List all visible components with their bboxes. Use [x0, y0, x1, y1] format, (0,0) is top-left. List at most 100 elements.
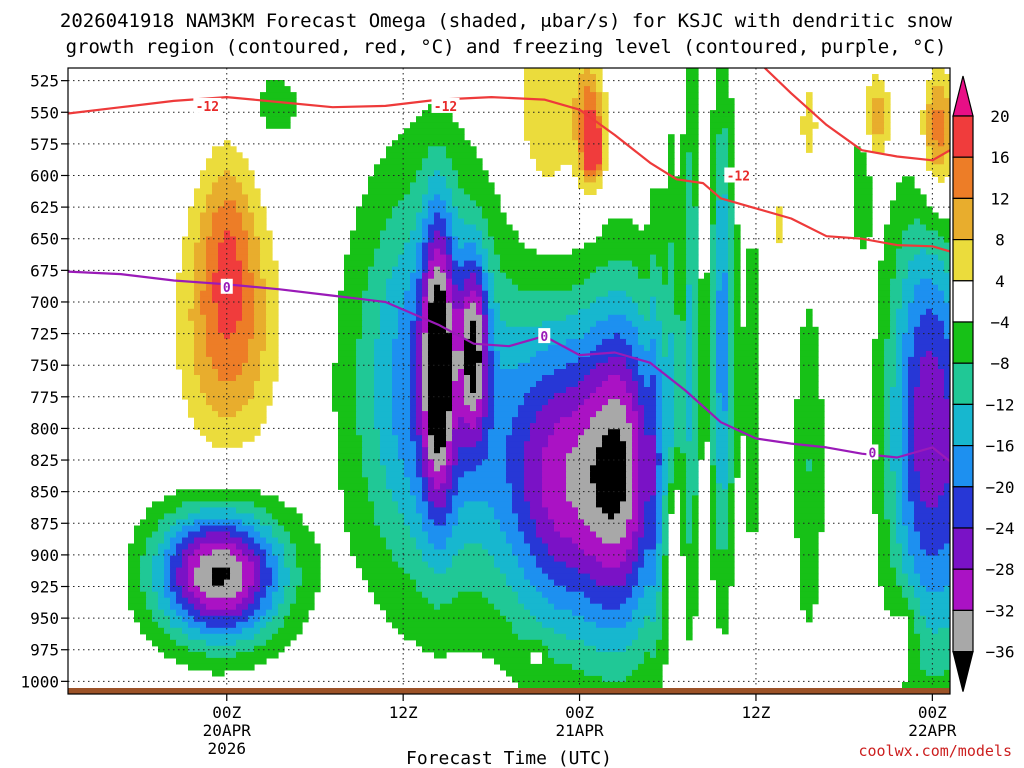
omega-cell — [656, 375, 663, 382]
omega-cell — [602, 116, 609, 123]
omega-cell — [710, 459, 717, 466]
omega-cell — [668, 182, 687, 189]
omega-cell — [674, 453, 687, 460]
omega-cell — [428, 332, 453, 340]
omega-cell — [338, 417, 357, 424]
omega-cell — [410, 272, 423, 280]
omega-cell — [170, 621, 189, 629]
omega-cell — [494, 405, 519, 412]
omega-cell — [296, 555, 321, 563]
omega-cell — [638, 471, 657, 478]
omega-cell — [422, 447, 429, 454]
omega-cell — [200, 597, 243, 605]
omega-cell — [776, 224, 783, 232]
omega-cell — [596, 501, 621, 508]
omega-cell — [446, 278, 453, 286]
omega-cell — [728, 381, 735, 388]
colorbar-bottom-arrow — [952, 650, 974, 692]
omega-cell — [902, 230, 939, 238]
omega-cell — [698, 362, 711, 370]
omega-cell — [716, 230, 729, 238]
omega-cell — [686, 92, 699, 99]
omega-cell — [524, 477, 543, 484]
omega-cell — [422, 326, 429, 334]
omega-cell — [200, 561, 243, 569]
omega-cell — [710, 441, 717, 448]
omega-cell — [380, 531, 411, 539]
omega-cell — [644, 507, 657, 514]
omega-cell — [926, 158, 933, 165]
omega-cell — [668, 471, 675, 478]
omega-cell — [266, 314, 279, 322]
omega-cell — [212, 356, 249, 364]
omega-cell — [272, 597, 285, 605]
omega-cell — [248, 585, 261, 593]
omega-cell — [686, 483, 699, 490]
omega-cell — [620, 561, 633, 569]
omega-cell — [134, 531, 153, 539]
omega-cell — [128, 543, 147, 551]
omega-cell — [890, 206, 933, 213]
omega-cell — [794, 459, 807, 466]
omega-cell — [356, 399, 375, 406]
omega-cell — [896, 471, 903, 478]
omega-cell — [206, 266, 219, 274]
omega-cell — [236, 639, 267, 647]
omega-cell — [656, 489, 663, 496]
omega-cell — [590, 393, 633, 400]
colorbar-bin — [952, 321, 974, 364]
omega-cell — [188, 230, 201, 238]
omega-cell — [164, 549, 177, 557]
omega-cell — [218, 254, 237, 262]
omega-cell — [896, 338, 903, 346]
omega-cell — [608, 314, 627, 322]
omega-cell — [872, 399, 885, 406]
omega-cell — [878, 561, 891, 569]
omega-cell — [476, 200, 501, 207]
omega-cell — [590, 423, 633, 430]
omega-cell — [260, 350, 279, 358]
omega-cell — [686, 326, 693, 334]
omega-cell — [416, 362, 423, 370]
omega-cell — [800, 350, 819, 358]
omega-cell — [926, 248, 950, 256]
omega-cell — [572, 170, 585, 177]
omega-cell — [176, 356, 195, 364]
omega-cell — [170, 633, 189, 641]
omega-cell — [482, 308, 489, 316]
omega-cell — [380, 435, 399, 442]
omega-cell — [542, 501, 573, 508]
omega-cell — [146, 549, 159, 557]
omega-cell — [872, 116, 885, 123]
omega-cell — [680, 164, 687, 171]
omega-cell — [746, 495, 759, 502]
omega-cell — [452, 260, 459, 268]
omega-cell — [488, 278, 495, 286]
omega-cell — [152, 501, 183, 508]
omega-cell — [410, 387, 417, 394]
omega-cell — [686, 579, 699, 587]
omega-cell — [242, 579, 255, 587]
omega-cell — [692, 182, 699, 189]
omega-cell — [194, 591, 207, 599]
omega-cell — [530, 513, 549, 520]
omega-cell — [854, 194, 873, 201]
omega-cell — [692, 435, 699, 442]
omega-cell — [896, 308, 909, 316]
omega-cell — [578, 176, 585, 183]
omega-cell — [722, 627, 729, 635]
omega-cell — [644, 519, 657, 526]
omega-cell — [596, 362, 627, 370]
omega-cell — [536, 555, 555, 563]
omega-cell — [368, 284, 387, 292]
omega-cell — [410, 417, 417, 424]
omega-cell — [584, 429, 609, 436]
omega-cell — [902, 399, 909, 406]
omega-cell — [854, 152, 867, 159]
omega-cell — [908, 549, 927, 557]
omega-cell — [266, 621, 285, 629]
omega-cell — [158, 591, 165, 599]
omega-cell — [242, 597, 255, 605]
omega-cell — [416, 495, 423, 502]
omega-cell — [476, 417, 483, 424]
